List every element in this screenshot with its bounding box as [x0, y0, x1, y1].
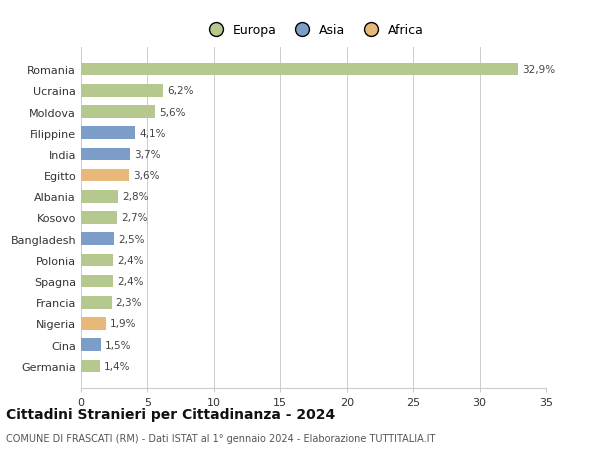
Bar [81, 212, 117, 224]
Bar [81, 190, 118, 203]
Text: 2,5%: 2,5% [118, 234, 145, 244]
Text: 32,9%: 32,9% [522, 65, 555, 75]
Text: 1,5%: 1,5% [105, 340, 131, 350]
Text: 1,9%: 1,9% [110, 319, 137, 329]
Text: 2,7%: 2,7% [121, 213, 148, 223]
Bar [81, 127, 136, 140]
Text: 6,2%: 6,2% [167, 86, 194, 96]
Bar [81, 339, 101, 351]
Bar [81, 318, 106, 330]
Text: 1,4%: 1,4% [104, 361, 130, 371]
Bar [81, 233, 114, 246]
Legend: Europa, Asia, Africa: Europa, Asia, Africa [199, 21, 428, 41]
Bar [81, 169, 129, 182]
Bar [81, 254, 113, 267]
Text: 4,1%: 4,1% [139, 129, 166, 139]
Bar [81, 360, 100, 372]
Text: 3,7%: 3,7% [134, 150, 161, 160]
Bar [81, 106, 155, 118]
Text: 2,4%: 2,4% [117, 276, 143, 286]
Text: 2,3%: 2,3% [116, 297, 142, 308]
Bar [81, 64, 518, 76]
Text: 2,4%: 2,4% [117, 255, 143, 265]
Text: 5,6%: 5,6% [160, 107, 186, 117]
Bar [81, 85, 163, 97]
Text: 3,6%: 3,6% [133, 171, 160, 181]
Bar [81, 275, 113, 288]
Bar [81, 148, 130, 161]
Text: 2,8%: 2,8% [122, 192, 149, 202]
Text: Cittadini Stranieri per Cittadinanza - 2024: Cittadini Stranieri per Cittadinanza - 2… [6, 407, 335, 421]
Text: COMUNE DI FRASCATI (RM) - Dati ISTAT al 1° gennaio 2024 - Elaborazione TUTTITALI: COMUNE DI FRASCATI (RM) - Dati ISTAT al … [6, 433, 436, 442]
Bar [81, 296, 112, 309]
